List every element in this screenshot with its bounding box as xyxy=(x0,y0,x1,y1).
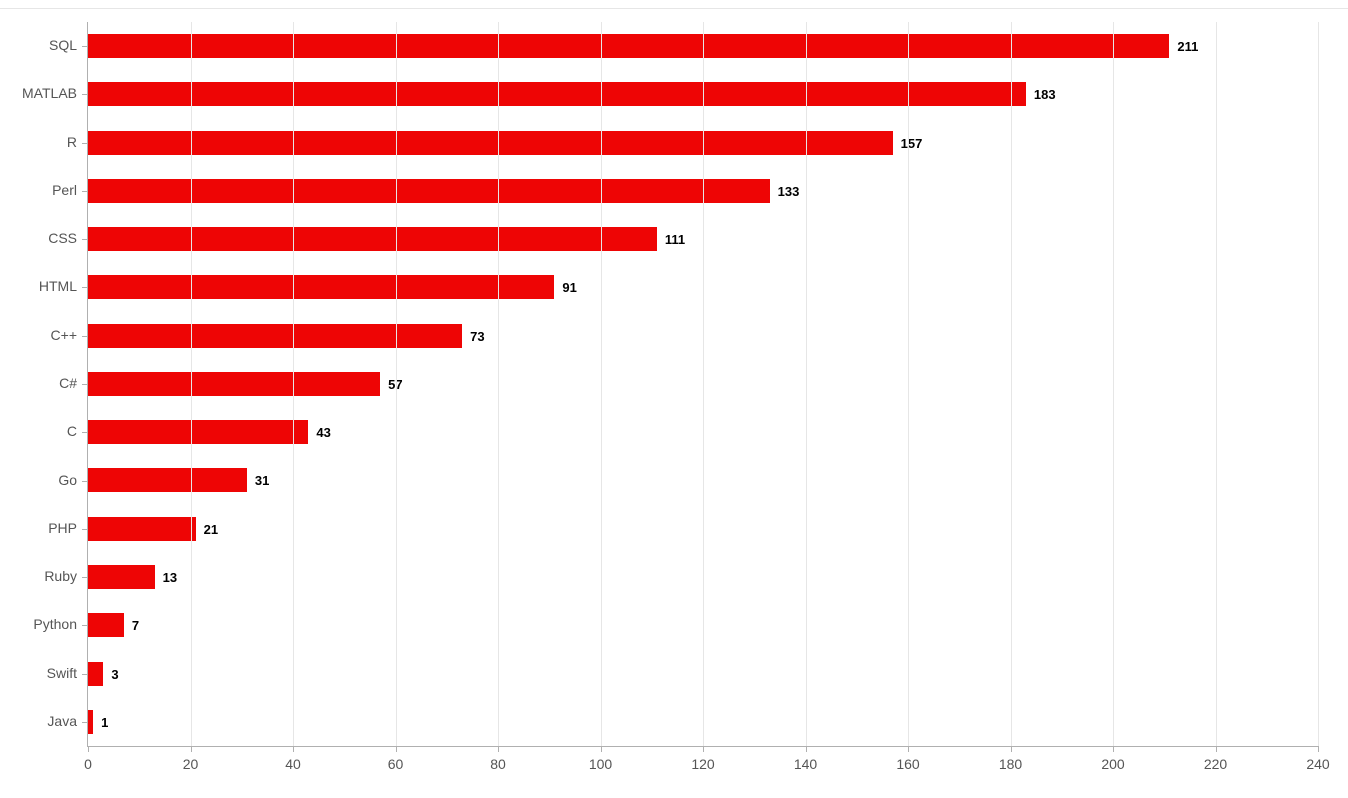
category-label: Java xyxy=(47,713,77,729)
gridline xyxy=(703,22,704,746)
bar-value-label: 157 xyxy=(901,136,923,151)
bar-value-label: 133 xyxy=(778,184,800,199)
bar xyxy=(88,131,893,155)
bar-value-label: 1 xyxy=(101,715,108,730)
bar xyxy=(88,227,657,251)
category-label: Python xyxy=(33,616,77,632)
bar xyxy=(88,82,1026,106)
category-label: C# xyxy=(59,375,77,391)
bar xyxy=(88,275,554,299)
gridline xyxy=(396,22,397,746)
x-tick xyxy=(191,746,192,752)
x-tick-label: 160 xyxy=(896,756,919,772)
bar-value-label: 91 xyxy=(562,280,576,295)
category-label: R xyxy=(67,134,77,150)
x-tick xyxy=(1216,746,1217,752)
x-tick-label: 240 xyxy=(1306,756,1329,772)
plot-area: 21118315713311191735743312113731 0204060… xyxy=(87,22,1318,747)
bar-value-label: 111 xyxy=(665,232,685,247)
bar xyxy=(88,613,124,637)
bar-value-label: 3 xyxy=(111,667,118,682)
bar xyxy=(88,468,247,492)
horizontal-bar-chart: 21118315713311191735743312113731 0204060… xyxy=(0,0,1348,798)
category-label: HTML xyxy=(39,278,77,294)
bar xyxy=(88,517,196,541)
x-tick xyxy=(1011,746,1012,752)
x-tick-label: 0 xyxy=(84,756,92,772)
x-tick xyxy=(88,746,89,752)
x-tick xyxy=(1318,746,1319,752)
category-label: CSS xyxy=(48,230,77,246)
category-label: PHP xyxy=(48,520,77,536)
x-tick-label: 80 xyxy=(490,756,506,772)
bar-value-label: 21 xyxy=(204,522,218,537)
x-tick-label: 40 xyxy=(285,756,301,772)
x-tick xyxy=(806,746,807,752)
bar-value-label: 183 xyxy=(1034,87,1056,102)
bar xyxy=(88,420,308,444)
gridline xyxy=(601,22,602,746)
bar xyxy=(88,710,93,734)
top-separator xyxy=(0,8,1348,9)
bar-value-label: 211 xyxy=(1177,39,1198,54)
x-tick-label: 220 xyxy=(1204,756,1227,772)
bar xyxy=(88,565,155,589)
x-tick-label: 120 xyxy=(691,756,714,772)
x-tick-label: 20 xyxy=(183,756,199,772)
bar-value-label: 43 xyxy=(316,425,330,440)
x-tick xyxy=(498,746,499,752)
gridline xyxy=(498,22,499,746)
gridline xyxy=(1318,22,1319,746)
category-label: SQL xyxy=(49,37,77,53)
category-label: Perl xyxy=(52,182,77,198)
gridline xyxy=(1216,22,1217,746)
category-label: Swift xyxy=(47,665,77,681)
bar-value-label: 13 xyxy=(163,570,177,585)
bar xyxy=(88,34,1169,58)
bar xyxy=(88,372,380,396)
x-tick xyxy=(293,746,294,752)
gridline xyxy=(1011,22,1012,746)
x-tick xyxy=(396,746,397,752)
x-tick-label: 140 xyxy=(794,756,817,772)
category-label: C++ xyxy=(51,327,77,343)
category-label: Go xyxy=(58,472,77,488)
gridline xyxy=(1113,22,1114,746)
x-tick xyxy=(908,746,909,752)
bar xyxy=(88,662,103,686)
bar xyxy=(88,324,462,348)
gridline xyxy=(806,22,807,746)
gridline xyxy=(908,22,909,746)
x-tick-label: 100 xyxy=(589,756,612,772)
category-label: Ruby xyxy=(44,568,77,584)
bar-value-label: 31 xyxy=(255,473,269,488)
bar-value-label: 7 xyxy=(132,618,139,633)
gridline xyxy=(293,22,294,746)
bar-value-label: 73 xyxy=(470,329,484,344)
category-label: MATLAB xyxy=(22,85,77,101)
x-tick xyxy=(1113,746,1114,752)
x-tick-label: 60 xyxy=(388,756,404,772)
x-tick-label: 200 xyxy=(1101,756,1124,772)
x-tick-label: 180 xyxy=(999,756,1022,772)
category-label: C xyxy=(67,423,77,439)
x-tick xyxy=(601,746,602,752)
gridline xyxy=(191,22,192,746)
x-tick xyxy=(703,746,704,752)
